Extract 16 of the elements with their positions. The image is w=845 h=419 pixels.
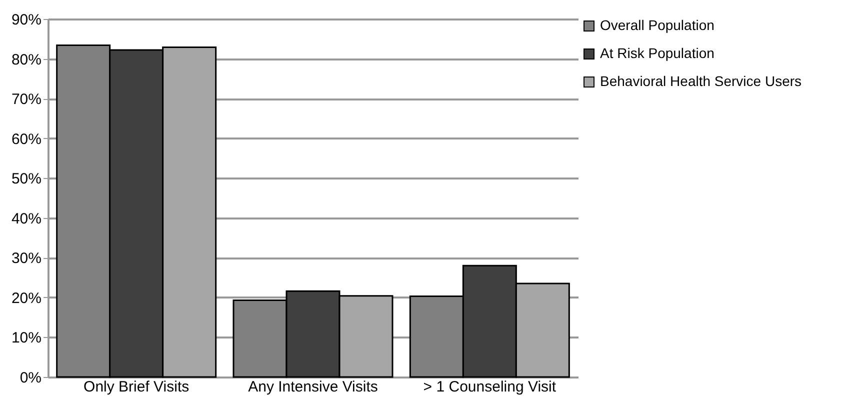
y-tick-label: 40% [11,210,42,228]
y-tick-label: 60% [11,130,42,148]
y-tick-label: 0% [20,370,42,386]
legend-label: At Risk Population [600,45,714,61]
legend-label: Behavioral Health Service Users [600,73,802,89]
legend-label: Overall Population [600,17,714,33]
y-tick-label: 70% [11,91,42,108]
y-tick-label: 10% [11,330,42,347]
y-tick-label: 90% [11,12,42,28]
y-tick-label: 20% [11,290,42,307]
y-tick-label: 30% [11,250,42,268]
y-tick-label: 80% [11,51,42,68]
x-tick-label: Any Intensive Visits [248,378,378,396]
y-tick-label: 50% [11,170,42,188]
x-tick-label: > 1 Counseling Visit [423,378,557,396]
x-tick-label: Only Brief Visits [84,378,190,396]
